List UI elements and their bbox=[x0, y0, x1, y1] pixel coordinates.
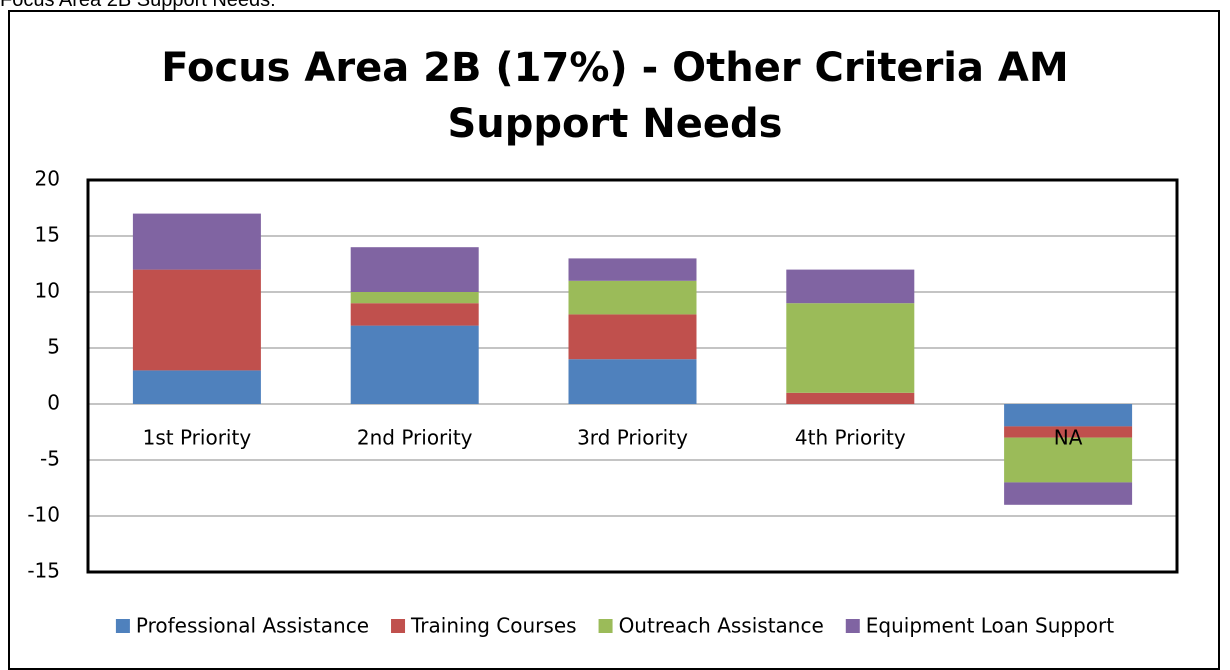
bar-segment bbox=[786, 392, 915, 404]
bar-segment bbox=[132, 269, 261, 371]
x-tick-label: 4th Priority bbox=[795, 426, 906, 450]
bar-segment bbox=[350, 303, 479, 326]
y-tick-label: 20 bbox=[35, 167, 60, 191]
bar-segment bbox=[1004, 404, 1133, 427]
legend-label: Outreach Assistance bbox=[619, 614, 824, 638]
bar-segment bbox=[786, 303, 915, 393]
legend-label: Training Courses bbox=[410, 614, 577, 638]
bar-segment bbox=[350, 292, 479, 304]
legend-swatch bbox=[391, 619, 406, 633]
bar-segment bbox=[568, 359, 697, 404]
legend-swatch bbox=[115, 619, 130, 633]
y-tick-label: -5 bbox=[40, 447, 60, 471]
bar-segment bbox=[568, 314, 697, 360]
x-tick-label: NA bbox=[1054, 426, 1083, 450]
chart-title: Focus Area 2B (17%) - Other Criteria AM … bbox=[161, 45, 1069, 147]
legend-swatch bbox=[598, 619, 613, 633]
y-tick-label: -15 bbox=[27, 559, 60, 583]
bar-segment bbox=[786, 269, 915, 304]
bar-segment bbox=[132, 213, 261, 270]
bar-segment bbox=[1004, 437, 1133, 483]
bar-segment bbox=[350, 325, 479, 404]
y-tick-label: 0 bbox=[47, 391, 60, 415]
x-tick-label: 2nd Priority bbox=[357, 426, 473, 450]
bar-segment bbox=[350, 247, 479, 292]
bar-segment bbox=[1004, 426, 1133, 438]
legend-label: Equipment Loan Support bbox=[866, 614, 1114, 638]
x-tick-label: 3rd Priority bbox=[577, 426, 688, 450]
y-tick-label: 5 bbox=[47, 335, 60, 359]
plot-border bbox=[86, 178, 1179, 574]
bar-segment bbox=[1004, 482, 1133, 505]
y-tick-label: -10 bbox=[27, 503, 60, 527]
bar-segment bbox=[132, 370, 261, 404]
legend-swatch bbox=[845, 619, 860, 633]
bar-segment bbox=[568, 258, 697, 281]
x-tick-label: 1st Priority bbox=[143, 426, 252, 450]
y-tick-label: 10 bbox=[35, 279, 60, 303]
legend-label: Professional Assistance bbox=[136, 614, 369, 638]
bar-segment bbox=[568, 280, 697, 315]
caption: Focus Area 2B Support Needs: bbox=[0, 0, 276, 11]
y-tick-label: 15 bbox=[35, 223, 60, 247]
